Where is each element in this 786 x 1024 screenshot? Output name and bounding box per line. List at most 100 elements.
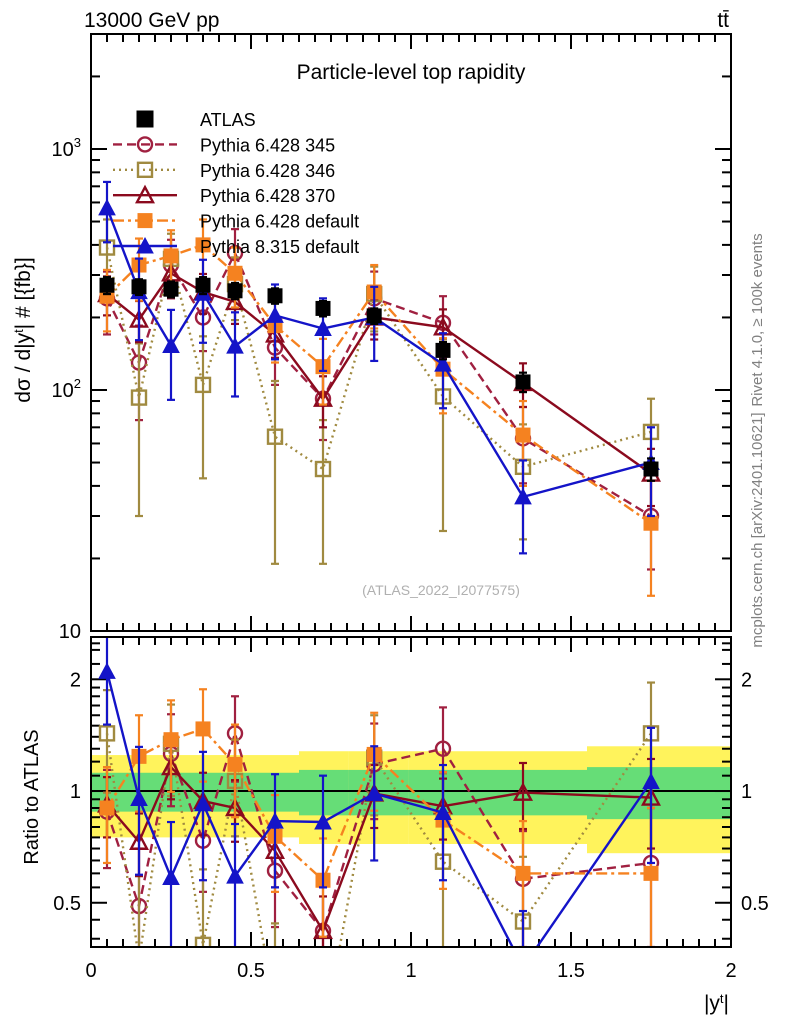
data-marker — [131, 279, 147, 295]
ratio-y-tick-labels: 0.5 0.5 1 1 2 2 — [53, 669, 769, 914]
data-marker — [435, 342, 451, 358]
legend-item-pythia-6-428-370[interactable]: Pythia 6.428 370 — [113, 184, 335, 206]
svg-text:2: 2 — [725, 960, 736, 982]
y-axis-label-tail: | # [{fb}] — [12, 257, 35, 329]
data-marker — [266, 812, 284, 829]
svg-text:dσ / d|yt| # [{fb}]: dσ / d|yt| # [{fb}] — [11, 257, 35, 402]
legend-item-pythia-6-428-346[interactable]: Pythia 6.428 346 — [113, 161, 335, 181]
data-marker — [162, 336, 180, 353]
legend-label: Pythia 6.428 370 — [200, 186, 335, 206]
ratio-plot-frame — [90, 636, 732, 948]
x-tick-labels: 0 0.5 1 1.5 2 — [85, 960, 736, 982]
data-marker — [98, 725, 116, 742]
data-marker — [513, 782, 533, 801]
svg-text:0.5: 0.5 — [741, 893, 769, 915]
data-marker — [227, 756, 243, 772]
data-marker — [195, 277, 211, 293]
svg-text:10: 10 — [59, 621, 81, 643]
y-axis-label-head: dσ / d|y — [12, 332, 35, 402]
data-marker — [515, 865, 531, 881]
x-axis-label-head: |y — [704, 992, 720, 1015]
data-marker — [136, 110, 154, 128]
svg-text:103: 103 — [52, 135, 81, 161]
ratio-band-inner — [255, 772, 299, 812]
svg-text:Rivet 4.1.0, ≥ 100k events: Rivet 4.1.0, ≥ 100k events — [749, 233, 766, 406]
data-marker — [643, 515, 659, 531]
data-marker — [137, 213, 153, 229]
data-marker — [227, 265, 243, 281]
svg-text:2: 2 — [70, 669, 81, 691]
ratio-y-axis-label: Ratio to ATLAS — [21, 729, 43, 864]
data-marker — [314, 460, 332, 478]
data-marker — [266, 306, 284, 323]
legend: ATLAS Pythia 6.428 345 Pythia 6.428 346 Pyt… — [113, 110, 359, 257]
legend-item-pythia-6-428-default[interactable]: Pythia 6.428 default — [113, 212, 359, 232]
main-plot-title: Particle-level top rapidity — [297, 61, 526, 84]
data-marker — [314, 812, 332, 830]
svg-text:1: 1 — [405, 960, 416, 982]
legend-item-pythia-6-428-345[interactable]: Pythia 6.428 345 — [113, 135, 335, 155]
data-marker — [226, 337, 244, 354]
svg-text:0.5: 0.5 — [237, 960, 265, 982]
data-marker — [195, 237, 211, 253]
svg-text:Ratio to ATLAS: Ratio to ATLAS — [21, 729, 43, 864]
data-marker — [268, 1001, 282, 1015]
data-marker — [642, 772, 660, 790]
data-marker — [135, 184, 155, 204]
data-marker — [132, 953, 146, 967]
ratio-band-inner — [587, 767, 730, 820]
ratio-data-layer — [97, 638, 661, 1015]
svg-text:102: 102 — [52, 376, 81, 402]
data-marker — [163, 732, 179, 748]
data-marker — [643, 461, 659, 477]
data-marker — [136, 136, 154, 153]
legend-label: Pythia 8.315 default — [200, 237, 359, 257]
data-marker — [99, 277, 115, 293]
series-line — [105, 727, 651, 883]
data-marker — [99, 800, 115, 816]
data-marker — [313, 388, 333, 407]
main-data-layer — [97, 180, 661, 597]
data-marker — [314, 319, 332, 336]
data-marker — [434, 803, 452, 821]
data-marker — [194, 936, 212, 946]
data-marker — [267, 288, 283, 304]
legend-label: Pythia 6.428 default — [200, 212, 359, 232]
series-atlas — [99, 276, 659, 482]
data-marker — [226, 867, 244, 884]
process-label: tt̄ — [717, 9, 729, 32]
data-marker — [162, 868, 180, 885]
svg-text:0: 0 — [85, 960, 96, 982]
data-marker — [136, 236, 154, 254]
x-axis-label: |yt| — [704, 991, 729, 1015]
legend-label: Pythia 6.428 346 — [200, 161, 335, 181]
data-marker — [194, 376, 212, 394]
ratio-panel: 0.5 0.5 1 1 2 2 0 0.5 1 1.5 2 — [53, 636, 769, 1015]
data-marker — [136, 161, 154, 179]
data-marker — [366, 308, 382, 324]
legend-item-pythia-8-315-default[interactable]: Pythia 8.315 default — [113, 236, 359, 257]
data-marker — [98, 662, 116, 679]
data-marker — [434, 740, 452, 757]
main-axis-ticks — [90, 33, 732, 632]
svg-text:mcplots.cern.ch [arXiv:2401.10: mcplots.cern.ch [arXiv:2401.10621] — [749, 412, 766, 647]
data-marker — [194, 794, 212, 812]
svg-text:0.5: 0.5 — [53, 893, 81, 915]
data-marker — [227, 283, 243, 299]
ratio-series-pythia-8-315-default — [98, 638, 660, 946]
data-marker — [163, 248, 179, 264]
legend-item-atlas[interactable]: ATLAS — [136, 110, 256, 130]
data-marker — [98, 198, 116, 216]
x-axis-label-tail: | — [724, 992, 729, 1015]
svg-text:1: 1 — [741, 781, 752, 803]
svg-text:2: 2 — [741, 669, 752, 691]
main-y-tick-labels: 10 102 103 — [52, 135, 81, 643]
legend-label: ATLAS — [200, 110, 256, 130]
data-marker — [514, 487, 532, 505]
x-axis-label-sup: t — [720, 991, 724, 1006]
legend-label: Pythia 6.428 345 — [200, 135, 335, 155]
data-marker — [515, 374, 531, 390]
data-marker — [515, 427, 531, 443]
